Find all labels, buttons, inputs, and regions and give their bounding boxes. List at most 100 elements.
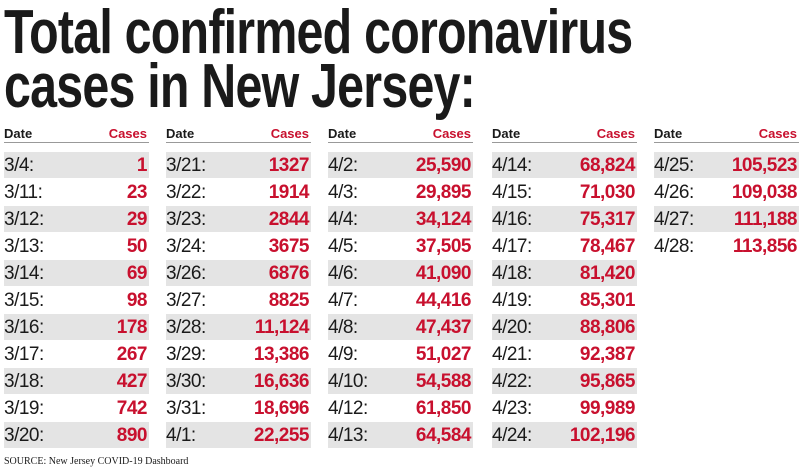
table-row: 3/28: 11,124 bbox=[166, 314, 311, 341]
date-cell: 3/4: bbox=[4, 155, 34, 176]
cases-cell: 13,386 bbox=[253, 344, 310, 365]
cases-cell: 68,824 bbox=[579, 155, 636, 176]
date-cell: 4/18: bbox=[492, 263, 532, 284]
date-cell: 4/4: bbox=[328, 209, 358, 230]
table-row: 4/15: 71,030 bbox=[492, 179, 637, 206]
cases-cell: 742 bbox=[116, 398, 148, 419]
cases-cell: 81,420 bbox=[579, 263, 636, 284]
table-column: Date Cases 4/25: 105,523 4/26: 109,038 4/27: 11… bbox=[654, 124, 799, 260]
cases-header: Cases bbox=[758, 126, 797, 141]
date-cell: 4/8: bbox=[328, 317, 358, 338]
cases-cell: 178 bbox=[116, 317, 148, 338]
cases-cell: 22,255 bbox=[253, 425, 310, 446]
cases-cell: 1 bbox=[136, 155, 148, 176]
date-cell: 4/12: bbox=[328, 398, 368, 419]
table-row: 4/21: 92,387 bbox=[492, 341, 637, 368]
date-cell: 3/29: bbox=[166, 344, 206, 365]
table-row: 4/23: 99,989 bbox=[492, 395, 637, 422]
cases-cell: 71,030 bbox=[579, 182, 636, 203]
table-row: 4/4: 34,124 bbox=[328, 206, 473, 233]
table-header: Date Cases bbox=[328, 124, 473, 143]
cases-cell: 99,989 bbox=[579, 398, 636, 419]
cases-cell: 75,317 bbox=[579, 209, 636, 230]
table-row: 4/16: 75,317 bbox=[492, 206, 637, 233]
table-row: 3/22: 1914 bbox=[166, 179, 311, 206]
cases-cell: 44,416 bbox=[415, 290, 472, 311]
date-cell: 3/22: bbox=[166, 182, 206, 203]
cases-cell: 50 bbox=[126, 236, 148, 257]
date-cell: 3/11: bbox=[4, 182, 43, 203]
table-row: 4/28: 113,856 bbox=[654, 233, 799, 260]
table-row: 4/10: 54,588 bbox=[328, 368, 473, 395]
table-row: 3/13: 50 bbox=[4, 233, 149, 260]
table-row: 3/31: 18,696 bbox=[166, 395, 311, 422]
table-row: 4/20: 88,806 bbox=[492, 314, 637, 341]
spacer bbox=[328, 143, 473, 152]
cases-cell: 18,696 bbox=[253, 398, 310, 419]
date-cell: 4/6: bbox=[328, 263, 358, 284]
cases-cell: 47,437 bbox=[415, 317, 472, 338]
cases-cell: 64,584 bbox=[415, 425, 472, 446]
date-cell: 4/20: bbox=[492, 317, 532, 338]
cases-cell: 61,850 bbox=[415, 398, 472, 419]
spacer bbox=[166, 143, 311, 152]
date-cell: 3/23: bbox=[166, 209, 206, 230]
cases-cell: 113,856 bbox=[732, 236, 798, 257]
table-row: 4/1: 22,255 bbox=[166, 422, 311, 449]
table-row: 4/26: 109,038 bbox=[654, 179, 799, 206]
spacer bbox=[492, 143, 637, 152]
cases-cell: 427 bbox=[116, 371, 148, 392]
date-cell: 3/30: bbox=[166, 371, 206, 392]
table-row: 3/17: 267 bbox=[4, 341, 149, 368]
cases-cell: 78,467 bbox=[579, 236, 636, 257]
cases-cell: 25,590 bbox=[415, 155, 472, 176]
cases-cell: 88,806 bbox=[579, 317, 636, 338]
table-row: 4/5: 37,505 bbox=[328, 233, 473, 260]
cases-cell: 95,865 bbox=[579, 371, 636, 392]
table-row: 4/6: 41,090 bbox=[328, 260, 473, 287]
date-header: Date bbox=[328, 126, 357, 141]
table-row: 4/22: 95,865 bbox=[492, 368, 637, 395]
date-cell: 4/23: bbox=[492, 398, 532, 419]
cases-cell: 102,196 bbox=[569, 425, 636, 446]
date-cell: 4/13: bbox=[328, 425, 368, 446]
table-row: 4/3: 29,895 bbox=[328, 179, 473, 206]
cases-cell: 41,090 bbox=[415, 263, 472, 284]
date-cell: 4/1: bbox=[166, 425, 196, 446]
date-header: Date bbox=[166, 126, 195, 141]
cases-cell: 69 bbox=[126, 263, 148, 284]
cases-cell: 1914 bbox=[268, 182, 310, 203]
date-cell: 4/28: bbox=[654, 236, 694, 257]
date-cell: 3/27: bbox=[166, 290, 206, 311]
cases-cell: 29,895 bbox=[415, 182, 472, 203]
cases-cell: 267 bbox=[116, 344, 148, 365]
spacer bbox=[654, 143, 799, 152]
table-row: 4/19: 85,301 bbox=[492, 287, 637, 314]
table-row: 3/12: 29 bbox=[4, 206, 149, 233]
cases-cell: 54,588 bbox=[415, 371, 472, 392]
date-cell: 4/9: bbox=[328, 344, 358, 365]
table-row: 3/26: 6876 bbox=[166, 260, 311, 287]
date-cell: 4/7: bbox=[328, 290, 358, 311]
table-row: 4/13: 64,584 bbox=[328, 422, 473, 449]
date-cell: 3/19: bbox=[4, 398, 44, 419]
cases-cell: 6876 bbox=[268, 263, 310, 284]
date-cell: 3/12: bbox=[4, 209, 44, 230]
table-row: 4/18: 81,420 bbox=[492, 260, 637, 287]
table-row: 3/23: 2844 bbox=[166, 206, 311, 233]
table-header: Date Cases bbox=[654, 124, 799, 143]
date-cell: 4/17: bbox=[492, 236, 532, 257]
table-row: 3/20: 890 bbox=[4, 422, 149, 449]
table-row: 4/17: 78,467 bbox=[492, 233, 637, 260]
cases-cell: 890 bbox=[116, 425, 148, 446]
table-row: 3/30: 16,636 bbox=[166, 368, 311, 395]
table-row: 4/25: 105,523 bbox=[654, 152, 799, 179]
table-row: 4/9: 51,027 bbox=[328, 341, 473, 368]
date-cell: 3/15: bbox=[4, 290, 44, 311]
date-cell: 4/21: bbox=[492, 344, 532, 365]
date-cell: 3/31: bbox=[166, 398, 206, 419]
table-row: 3/4: 1 bbox=[4, 152, 149, 179]
date-cell: 4/3: bbox=[328, 182, 358, 203]
date-cell: 3/26: bbox=[166, 263, 206, 284]
date-cell: 4/15: bbox=[492, 182, 532, 203]
